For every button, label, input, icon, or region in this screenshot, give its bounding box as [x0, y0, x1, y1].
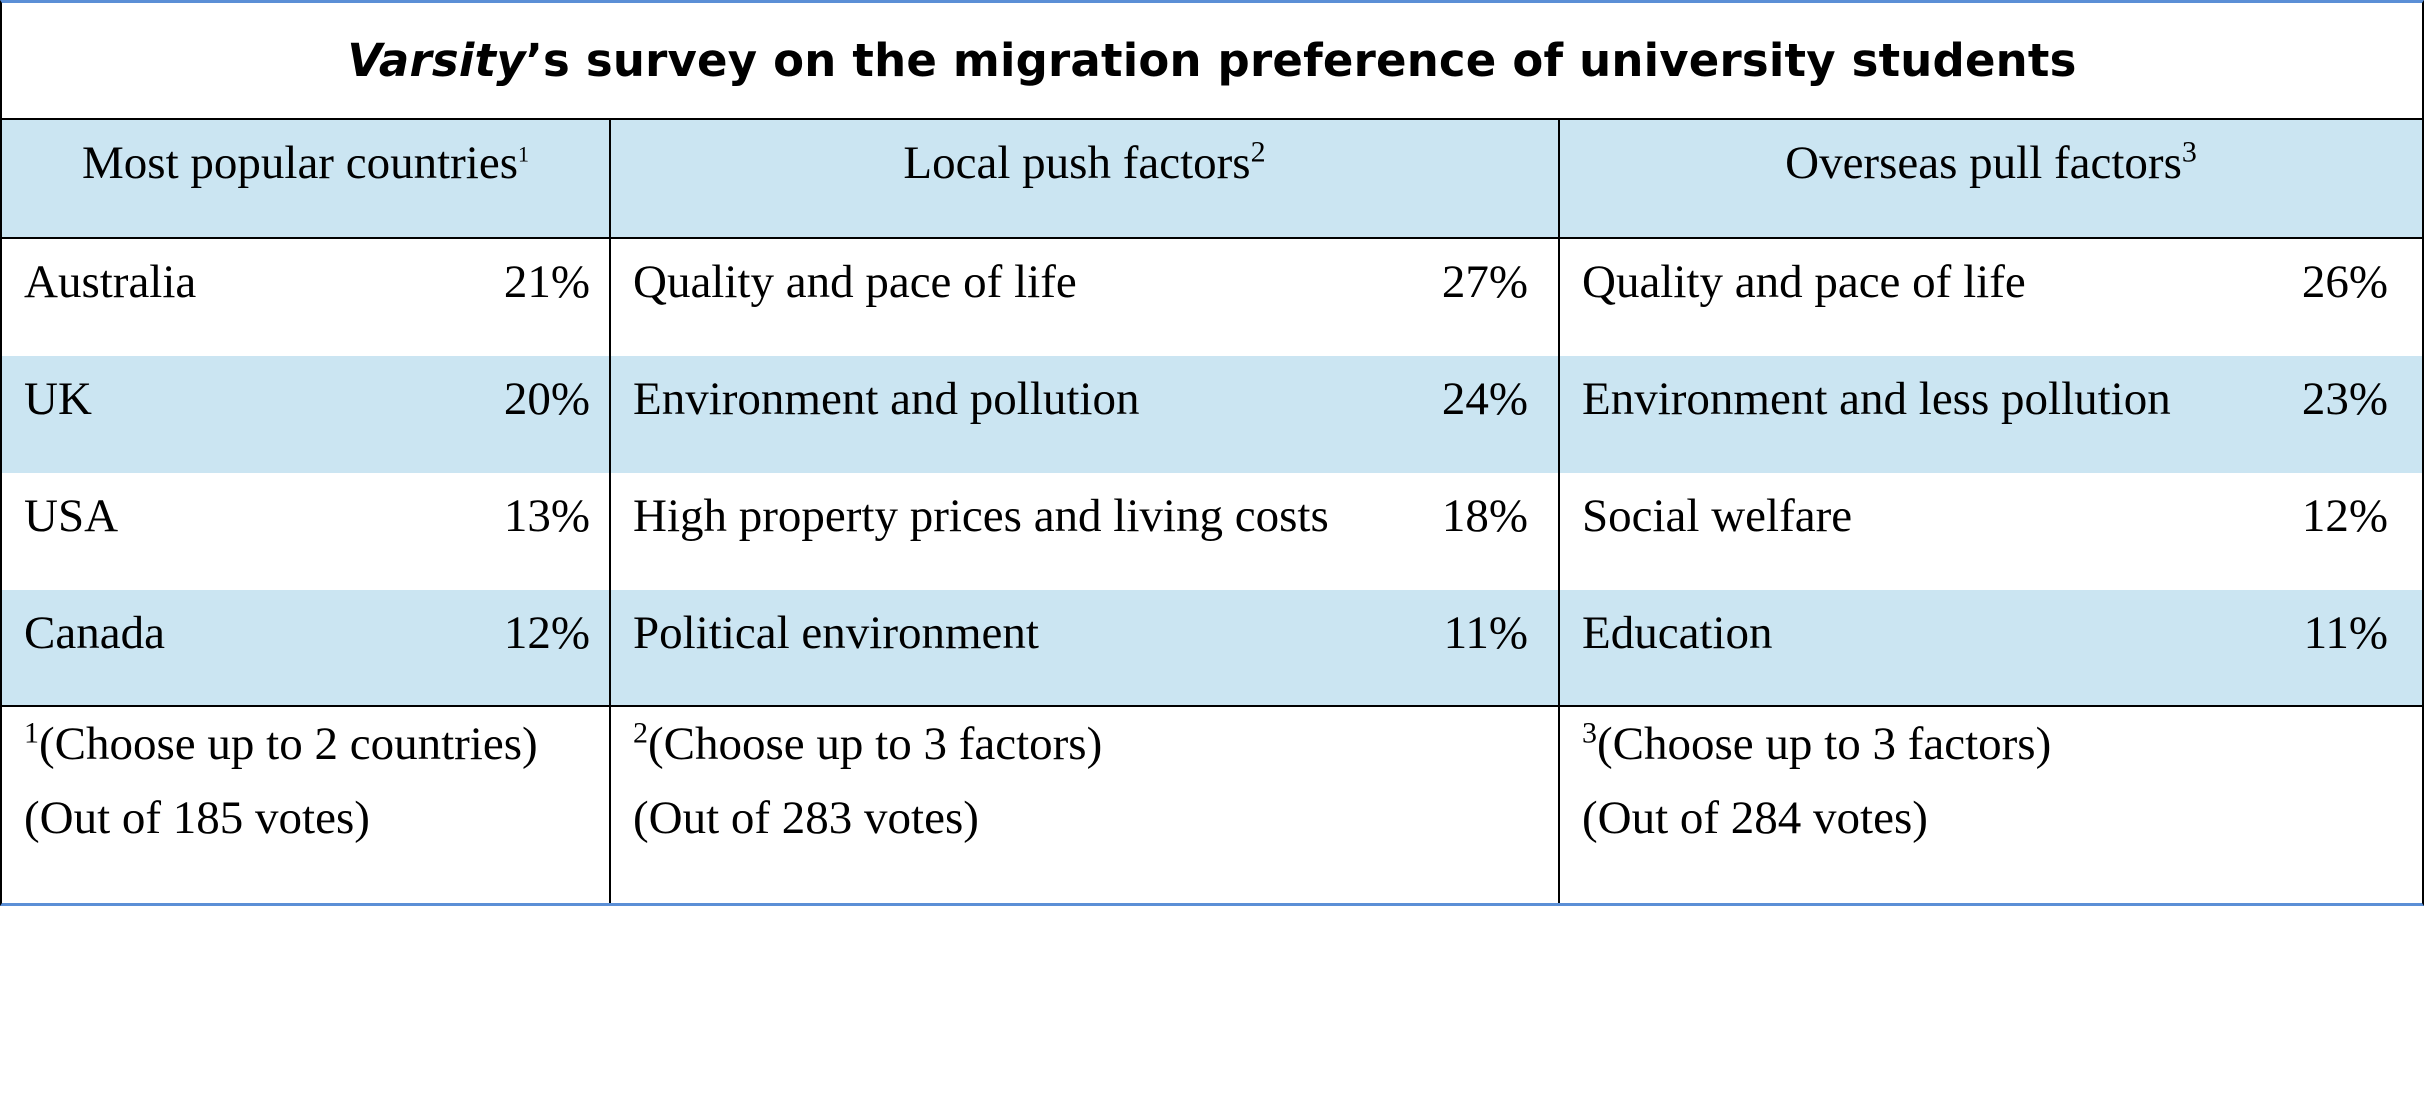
push-factor-percent: 18%	[1441, 490, 1528, 542]
footnote-votes: (Out of 283 votes)	[633, 792, 979, 844]
push-factor-name: High property prices and living costs	[633, 490, 1329, 542]
push-factor-percent: 11%	[1443, 607, 1528, 659]
pull-factor-percent: 26%	[2301, 256, 2388, 308]
table-row: Quality and pace of life 26%	[1560, 239, 2422, 356]
footnote-votes: (Out of 185 votes)	[24, 792, 370, 844]
country-name: Australia	[24, 256, 197, 308]
country-name: Canada	[24, 607, 165, 659]
country-percent: 12%	[503, 607, 590, 659]
footnote-choose-text: (Choose up to 3 factors)	[1597, 718, 2052, 770]
header-countries: Most popular countries1	[2, 120, 611, 239]
footnote-choose: 1(Choose up to 2 countries)	[24, 718, 609, 770]
pull-factor-percent: 23%	[2301, 373, 2388, 425]
header-push-factors: Local push factors2	[611, 120, 1560, 239]
table-row: Environment and pollution 24%	[611, 356, 1560, 473]
country-name: USA	[24, 490, 119, 542]
footnote-choose: 2(Choose up to 3 factors)	[633, 718, 1558, 770]
country-percent: 21%	[503, 256, 590, 308]
table-row: UK 20%	[2, 356, 611, 473]
table-row: Political environment 11%	[611, 590, 1560, 707]
push-factor-name: Environment and pollution	[633, 373, 1140, 425]
pull-factor-name: Quality and pace of life	[1582, 256, 2026, 308]
footnote-mark: 2	[633, 716, 648, 750]
footnote-mark: 1	[24, 716, 39, 750]
footnote-mark: 3	[1582, 716, 1597, 750]
footnote-choose: 3(Choose up to 3 factors)	[1582, 718, 2422, 770]
table-row: Australia 21%	[2, 239, 611, 356]
pull-factor-name: Environment and less pollution	[1582, 373, 2171, 425]
table-row: Environment and less pollution 23%	[1560, 356, 2422, 473]
country-percent: 13%	[503, 490, 590, 542]
push-factor-percent: 24%	[1441, 373, 1528, 425]
header-pull-factors: Overseas pull factors3	[1560, 120, 2422, 239]
pull-factor-name: Education	[1582, 607, 1773, 659]
push-factor-name: Quality and pace of life	[633, 256, 1077, 308]
header-pull-note: 3	[2181, 135, 2197, 169]
table-row: High property prices and living costs 18…	[611, 473, 1560, 590]
footnote-votes: (Out of 284 votes)	[1582, 792, 1928, 844]
table-row: Quality and pace of life 27%	[611, 239, 1560, 356]
push-factor-percent: 27%	[1441, 256, 1528, 308]
header-countries-label: Most popular countries	[82, 137, 518, 189]
header-pull-label: Overseas pull factors	[1785, 137, 2182, 189]
table-title: Varsity’s survey on the migration prefer…	[2, 3, 2422, 120]
table-row: USA 13%	[2, 473, 611, 590]
footnote-choose-text: (Choose up to 3 factors)	[648, 718, 1103, 770]
table-row: Social welfare 12%	[1560, 473, 2422, 590]
table-row: Canada 12%	[2, 590, 611, 707]
pull-factor-percent: 12%	[2301, 490, 2388, 542]
footnote-pull: 3(Choose up to 3 factors) (Out of 284 vo…	[1560, 707, 2422, 903]
footnote-choose-text: (Choose up to 2 countries)	[39, 718, 538, 770]
footnote-countries: 1(Choose up to 2 countries) (Out of 185 …	[2, 707, 611, 903]
table-row: Education 11%	[1560, 590, 2422, 707]
title-publication: Varsity	[347, 34, 526, 87]
country-percent: 20%	[503, 373, 590, 425]
pull-factor-name: Social welfare	[1582, 490, 1853, 542]
pull-factor-percent: 11%	[2303, 607, 2388, 659]
footnote-push: 2(Choose up to 3 factors) (Out of 283 vo…	[611, 707, 1560, 903]
survey-table: Varsity’s survey on the migration prefer…	[0, 0, 2424, 906]
title-text: ’s survey on the migration preference of…	[525, 34, 2077, 87]
table-body: Most popular countries1 Local push facto…	[2, 120, 2422, 903]
header-push-label: Local push factors	[903, 137, 1251, 189]
country-name: UK	[24, 373, 92, 425]
header-countries-note: 1	[518, 141, 529, 167]
header-push-note: 2	[1250, 135, 1266, 169]
push-factor-name: Political environment	[633, 607, 1039, 659]
